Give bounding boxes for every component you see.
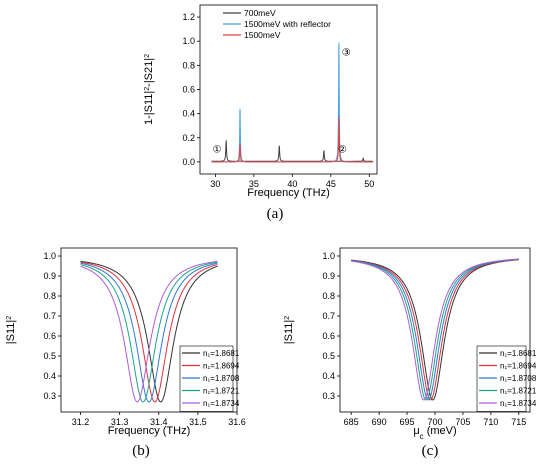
legend-label: n₁=1.8721 <box>500 387 537 396</box>
y-tick-label: 0.5 <box>322 351 335 361</box>
y-tick-label: 0.4 <box>43 371 56 381</box>
series-line <box>351 259 519 401</box>
x-tick-label: 31.6 <box>228 417 246 427</box>
y-axis-label: |S11|2 <box>283 316 295 344</box>
panel-a: 30 35 40 45 50 0.0 0.2 0.4 0.6 0.8 1.0 1.2 Frequency… <box>143 4 378 222</box>
y-tick-label: 0.3 <box>43 391 56 401</box>
legend-label: 1500meV with reflector <box>244 19 331 29</box>
y-axis-label: |S11|2 <box>5 316 17 344</box>
y-tick-label: 0.7 <box>322 311 335 321</box>
series-line <box>211 117 374 163</box>
x-tick-label: 31.5 <box>189 417 207 427</box>
y-tick-label: 0.6 <box>322 331 335 341</box>
y-tick-label: 0.9 <box>43 271 56 281</box>
legend-label: n₁=1.8708 <box>500 374 537 383</box>
y-tick-label: 0.8 <box>182 60 195 70</box>
y-tick-label: 0.4 <box>322 371 335 381</box>
x-tick-label: 31.3 <box>111 417 129 427</box>
y-tick-label: 0.8 <box>322 291 335 301</box>
series-line <box>351 258 519 401</box>
x-tick-label: 690 <box>372 417 387 427</box>
legend-label: n₁=1.8694 <box>500 362 537 371</box>
legend-label: n₁=1.8694 <box>203 362 240 371</box>
plot-frame <box>60 247 238 413</box>
y-tick-label: 0.4 <box>182 109 195 119</box>
legend-box <box>476 345 527 412</box>
series-line <box>211 139 374 162</box>
y-tick-label: 0.6 <box>182 85 195 95</box>
series-line <box>80 260 218 403</box>
legend-label: n₁=1.8734 <box>500 399 537 408</box>
annotation: ③ <box>342 48 351 59</box>
x-axis-label: Frequency (THz) <box>108 425 191 437</box>
panel-b: 31.2 31.3 31.4 31.5 31.6 0.3 0.4 0.5 0.6 0.7 0.8 0.… <box>5 247 246 459</box>
y-tick-label: 0.9 <box>322 271 335 281</box>
series-line <box>80 262 218 403</box>
panel-label: (b) <box>132 443 150 459</box>
x-axis-label: μc (meV) <box>413 425 456 441</box>
y-tick-label: 0.5 <box>43 351 56 361</box>
y-tick-label: 0.0 <box>182 157 195 167</box>
x-tick-label: 695 <box>400 417 415 427</box>
legend-label: n₁=1.8681 <box>500 349 537 358</box>
series-line <box>80 261 218 403</box>
legend-label: n₁=1.8708 <box>203 374 240 383</box>
x-tick-label: 40 <box>287 179 297 189</box>
x-axis-label: Frequency (THz) <box>247 187 330 199</box>
legend-label: 700meV <box>244 8 276 18</box>
x-tick-label: 35 <box>249 179 259 189</box>
y-tick-label: 0.6 <box>43 331 56 341</box>
legend-label: n₁=1.8681 <box>203 349 240 358</box>
y-axis-label: 1-|S11|2-|S21|2 <box>143 54 155 125</box>
x-tick-label: 715 <box>511 417 526 427</box>
x-tick-label: 705 <box>455 417 470 427</box>
series-line <box>211 42 374 163</box>
panel-label: (a) <box>267 206 284 222</box>
y-tick-label: 0.2 <box>182 133 195 143</box>
annotation: ② <box>338 144 347 155</box>
panel-label: (c) <box>422 443 439 459</box>
panel-c: 685 690 695 700 705 710 715 0.3 0.4 0.5 0.6 0.7 0.8 0… <box>283 247 537 459</box>
y-tick-label: 0.3 <box>322 391 335 401</box>
x-tick-label: 700 <box>427 417 442 427</box>
y-tick-label: 1.0 <box>182 36 195 46</box>
y-tick-label: 1.0 <box>43 251 56 261</box>
legend-box <box>179 345 234 412</box>
x-tick-label: 685 <box>344 417 359 427</box>
x-tick-label: 31.2 <box>72 417 90 427</box>
x-tick-label: 710 <box>483 417 498 427</box>
legend-label: n₁=1.8721 <box>203 387 240 396</box>
x-tick-label: 50 <box>364 179 374 189</box>
y-tick-label: 1.2 <box>182 12 195 22</box>
x-tick-label: 45 <box>326 179 336 189</box>
y-tick-label: 0.8 <box>43 291 56 301</box>
x-tick-label: 31.4 <box>150 417 168 427</box>
legend-label: n₁=1.8734 <box>203 399 240 408</box>
y-tick-label: 0.7 <box>43 311 56 321</box>
annotation: ① <box>212 144 221 155</box>
y-tick-label: 1.0 <box>322 251 335 261</box>
x-tick-label: 30 <box>210 179 220 189</box>
legend-label: 1500meV <box>244 30 281 40</box>
